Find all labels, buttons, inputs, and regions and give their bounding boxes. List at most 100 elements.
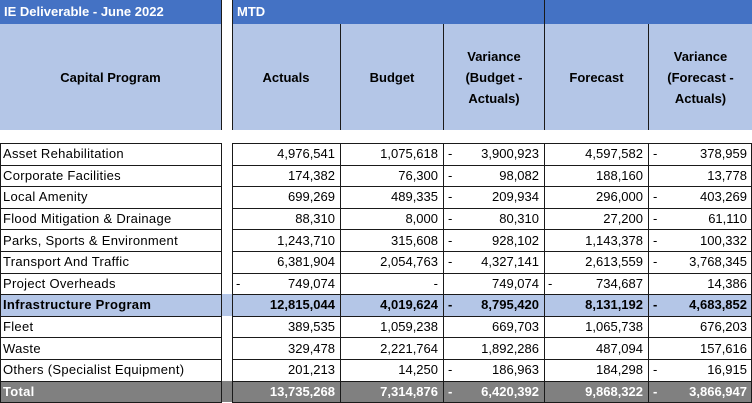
cell-forecast: 1,143,378 <box>585 232 643 248</box>
cell-var-forecast: 14,386 <box>707 275 747 291</box>
grid-line <box>232 165 752 166</box>
negative-sign-icon: - <box>448 297 453 313</box>
table-row: Fleet 389,535 1,059,238 669,703 1,065,738 676… <box>0 316 752 338</box>
cell-budget: 489,335 <box>391 189 438 205</box>
table-row: Transport And Traffic 6,381,904 2,054,763 4… <box>0 251 752 273</box>
grid-line <box>232 229 752 230</box>
negative-sign-icon: - <box>653 232 658 248</box>
table-row: Waste 329,478 2,221,764 1,892,286 487,094 157… <box>0 337 752 359</box>
row-label: Others (Specialist Equipment) <box>3 362 185 378</box>
col-header-variance-forecast-label: Variance (Forecast - Actuals) <box>667 48 734 106</box>
cell-var-budget: 928,102 <box>492 232 539 248</box>
cell-budget: 4,019,624 <box>380 297 438 313</box>
cell-actuals: 749,074 <box>288 275 335 291</box>
cell-var-forecast: 4,683,852 <box>689 297 747 313</box>
cell-forecast: 8,131,192 <box>585 297 643 313</box>
header-divider <box>443 24 444 130</box>
header-divider <box>232 0 233 130</box>
cell-var-budget: 6,420,392 <box>481 383 539 399</box>
cell-var-budget: 8,795,420 <box>481 297 539 313</box>
cell-actuals: 6,381,904 <box>277 254 335 270</box>
row-label: Corporate Facilities <box>3 167 121 183</box>
col-header-forecast: Forecast <box>545 24 648 130</box>
negative-sign-icon: - <box>448 383 453 399</box>
cell-actuals: 201,213 <box>288 362 335 378</box>
cell-actuals: 699,269 <box>288 189 335 205</box>
grid-line <box>0 208 221 209</box>
cell-forecast: 188,160 <box>596 167 643 183</box>
negative-sign-icon: - <box>448 232 453 248</box>
cell-budget: 76,300 <box>398 167 438 183</box>
grid-line <box>232 337 752 338</box>
grid-line <box>232 143 752 144</box>
grid-line <box>232 186 752 187</box>
negative-sign-icon: - <box>653 189 658 205</box>
cell-var-budget: 4,327,141 <box>481 254 539 270</box>
grid-line <box>232 273 752 274</box>
negative-sign-icon: - <box>236 275 241 291</box>
cell-budget: 2,054,763 <box>380 254 438 270</box>
grid-line <box>232 381 752 382</box>
row-label: Project Overheads <box>3 275 116 291</box>
grid-line <box>232 208 752 209</box>
cell-var-budget: 669,703 <box>492 319 539 335</box>
cell-var-forecast: 61,110 <box>708 211 747 227</box>
negative-sign-icon: - <box>448 254 453 270</box>
cell-budget: 1,059,238 <box>380 319 438 335</box>
cell-budget: 14,250 <box>398 362 438 378</box>
subtotal-row: Infrastructure Program 12,815,044 4,019,62… <box>0 294 752 316</box>
grid-line <box>0 337 221 338</box>
cell-var-budget: 98,082 <box>499 167 539 183</box>
table-row: Project Overheads 749,074- -749,074 734,687… <box>0 273 752 295</box>
cell-var-forecast: 16,915 <box>707 362 747 378</box>
table-row: Others (Specialist Equipment) 201,213 14,2… <box>0 359 752 381</box>
cell-var-budget: 3,900,923 <box>481 146 539 162</box>
cell-var-forecast: 3,866,947 <box>689 383 747 399</box>
negative-sign-icon: - <box>448 146 453 162</box>
cell-forecast: 487,094 <box>596 340 643 356</box>
row-label: Parks, Sports & Environment <box>3 232 178 248</box>
grid-line <box>0 273 221 274</box>
cell-actuals: 174,382 <box>288 167 335 183</box>
col-header-forecast-label: Forecast <box>569 69 624 85</box>
col-header-program: Capital Program <box>0 24 221 130</box>
cell-var-forecast: 676,203 <box>700 319 747 335</box>
row-label: Infrastructure Program <box>3 297 152 313</box>
cell-forecast: 2,613,559 <box>585 254 643 270</box>
negative-sign-icon: - <box>448 167 453 183</box>
grid-line <box>232 251 752 252</box>
cell-actuals: 13,735,268 <box>269 383 335 399</box>
period-label: MTD <box>237 4 266 19</box>
cell-budget: 315,608 <box>391 232 438 248</box>
row-label: Transport And Traffic <box>3 254 130 270</box>
row-label: Flood Mitigation & Drainage <box>3 211 172 227</box>
negative-sign-icon: - <box>548 275 553 291</box>
grid-line <box>0 381 221 382</box>
row-label: Waste <box>3 340 41 356</box>
cell-actuals: 1,243,710 <box>277 232 335 248</box>
report-title-bar: IE Deliverable - June 2022 <box>0 0 221 24</box>
cell-actuals: 329,478 <box>288 340 335 356</box>
grid-line <box>232 143 233 403</box>
cell-budget: 8,000 <box>405 211 438 227</box>
grid-line <box>0 143 221 144</box>
cell-var-budget: 209,934 <box>492 189 539 205</box>
negative-sign-icon: - <box>653 297 658 313</box>
negative-sign-icon: - <box>653 211 658 227</box>
cell-actuals: 4,976,541 <box>277 146 335 162</box>
header-divider <box>340 24 341 130</box>
grid-line <box>0 143 1 403</box>
table-row: Flood Mitigation & Drainage 88,310 8,000 80… <box>0 208 752 230</box>
cell-var-forecast: 100,332 <box>700 232 747 248</box>
cell-forecast: 4,597,582 <box>585 146 643 162</box>
cell-var-budget: 749,074 <box>492 275 539 291</box>
col-header-actuals: Actuals <box>232 24 340 130</box>
cell-forecast: 1,065,738 <box>585 319 643 335</box>
header-divider <box>648 24 649 130</box>
cell-forecast: 9,868,322 <box>585 383 643 399</box>
cell-budget: - <box>433 275 438 291</box>
header-divider <box>544 0 545 130</box>
negative-sign-icon: - <box>653 362 658 378</box>
cell-forecast: 734,687 <box>596 275 643 291</box>
cell-var-forecast: 403,269 <box>700 189 747 205</box>
